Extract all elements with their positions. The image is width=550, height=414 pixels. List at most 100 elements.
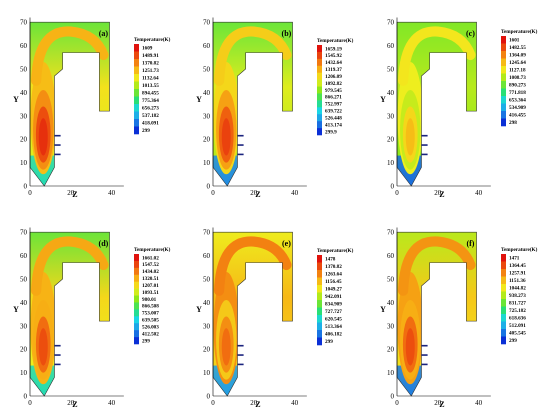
y-tick-label: 60 xyxy=(387,252,395,260)
legend-swatch xyxy=(134,260,139,269)
legend-value: 1151.36 xyxy=(509,278,526,284)
legend-swatch xyxy=(501,321,506,330)
x-tick-label: 40 xyxy=(475,399,483,407)
legend-value: 1609 xyxy=(142,46,153,52)
legend-title: Temperature(K) xyxy=(317,37,354,44)
legend-swatch xyxy=(501,43,506,52)
legend-swatch xyxy=(134,316,139,324)
legend-value: 299 xyxy=(509,338,517,344)
y-tick-label: 50 xyxy=(387,66,395,74)
legend-swatch xyxy=(134,295,139,303)
legend-swatch xyxy=(501,66,506,74)
legend-swatch xyxy=(134,302,139,310)
legend-swatch xyxy=(134,274,139,282)
y-tick-label: 10 xyxy=(203,369,211,377)
legend-swatch xyxy=(501,261,506,270)
legend-swatch xyxy=(501,306,506,315)
legend-title: Temperature(K) xyxy=(501,28,538,35)
legend-value: 1207.01 xyxy=(142,283,159,289)
x-tick-label: 0 xyxy=(395,189,399,197)
y-tick-label: 60 xyxy=(20,42,28,50)
temperature-field xyxy=(397,22,477,187)
y-tick-label: 20 xyxy=(203,136,211,144)
y-tick-label: 30 xyxy=(387,112,395,120)
legend-value: 1432.64 xyxy=(325,60,342,66)
panel-4: 0 20 40 0 10 20 30 40 50 60 70 Y Z (d) Temperature(K) 1… xyxy=(13,227,171,409)
y-tick-label: 40 xyxy=(387,299,395,307)
legend-swatch xyxy=(317,93,322,101)
x-tick-label: 20 xyxy=(67,399,75,407)
legend-swatch xyxy=(134,104,139,112)
panel-label: (b) xyxy=(282,29,292,38)
legend-swatch xyxy=(134,309,139,317)
y-tick-label: 70 xyxy=(387,19,395,27)
legend-value: 834.909 xyxy=(325,302,342,308)
y-axis-label: Y xyxy=(196,95,202,104)
legend-swatch xyxy=(134,81,139,90)
x-tick-label: 20 xyxy=(67,189,75,197)
legend-swatch xyxy=(501,118,506,127)
legend-value: 1370.82 xyxy=(325,264,342,270)
x-tick-label: 20 xyxy=(434,399,442,407)
legend-swatch xyxy=(134,59,139,67)
legend-value: 1206.09 xyxy=(325,74,342,80)
y-tick-label: 70 xyxy=(20,229,28,237)
x-tick-label: 0 xyxy=(211,399,215,407)
legend-value: 656.273 xyxy=(142,106,159,112)
y-axis-label: Y xyxy=(380,305,386,314)
legend-swatch xyxy=(501,51,506,59)
legend-value: 1044.82 xyxy=(509,286,526,292)
legend-value: 416.455 xyxy=(509,113,526,119)
legend-swatch xyxy=(134,111,139,120)
legend-value: 1471 xyxy=(509,256,520,262)
y-tick-label: 50 xyxy=(203,276,211,284)
legend-value: 771.818 xyxy=(509,90,526,96)
y-tick-label: 0 xyxy=(207,393,211,401)
x-axis-label: Z xyxy=(255,400,260,409)
legend-value: 639.722 xyxy=(325,109,342,115)
legend-swatch xyxy=(317,277,322,286)
y-axis-label: Y xyxy=(196,305,202,314)
legend-value: 299 xyxy=(325,339,333,345)
legend-swatch xyxy=(317,114,322,122)
y-tick-label: 0 xyxy=(24,183,28,191)
legend-value: 831.727 xyxy=(509,301,526,307)
panel-2: 0 20 40 0 10 20 30 40 50 60 70 Y Z (b) Temperature(K) 1… xyxy=(196,17,354,199)
legend-swatch xyxy=(317,315,322,323)
legend-swatch xyxy=(317,262,322,271)
legend-swatch xyxy=(501,299,506,307)
legend-value: 1370.82 xyxy=(142,61,159,67)
x-tick-label: 0 xyxy=(28,189,32,197)
legend-swatch xyxy=(317,270,322,278)
legend-value: 1008.73 xyxy=(509,75,526,81)
legend-swatch xyxy=(501,336,506,345)
legend-swatch xyxy=(317,107,322,115)
legend-title: Temperature(K) xyxy=(134,36,171,43)
y-axis-label: Y xyxy=(13,305,19,314)
y-tick-label: 70 xyxy=(203,229,211,237)
panel-label: (a) xyxy=(99,29,109,38)
legend-swatch xyxy=(317,322,322,331)
legend-value: 725.182 xyxy=(509,308,526,314)
legend-value: 405.545 xyxy=(509,331,526,337)
legend-value: 894.455 xyxy=(142,91,159,97)
legend-swatch xyxy=(501,111,506,119)
legend-swatch xyxy=(317,58,322,67)
y-tick-label: 70 xyxy=(203,19,211,27)
x-tick-label: 40 xyxy=(108,189,116,197)
legend-value: 890.273 xyxy=(509,83,526,89)
legend-swatch xyxy=(317,51,322,60)
legend-swatch xyxy=(317,79,322,87)
legend-value: 639.505 xyxy=(142,318,159,324)
legend-value: 1547.52 xyxy=(142,262,159,268)
legend-swatch xyxy=(134,96,139,105)
panel-label: (f) xyxy=(466,239,474,248)
legend-value: 1127.18 xyxy=(509,68,526,74)
legend-value: 1434.02 xyxy=(142,269,159,275)
legend-value: 1661.02 xyxy=(142,255,159,261)
legend-swatch xyxy=(134,126,139,135)
legend-value: 513.364 xyxy=(325,324,342,330)
legend-swatch xyxy=(501,284,506,292)
y-tick-label: 70 xyxy=(20,19,28,27)
y-tick-label: 60 xyxy=(203,252,211,260)
